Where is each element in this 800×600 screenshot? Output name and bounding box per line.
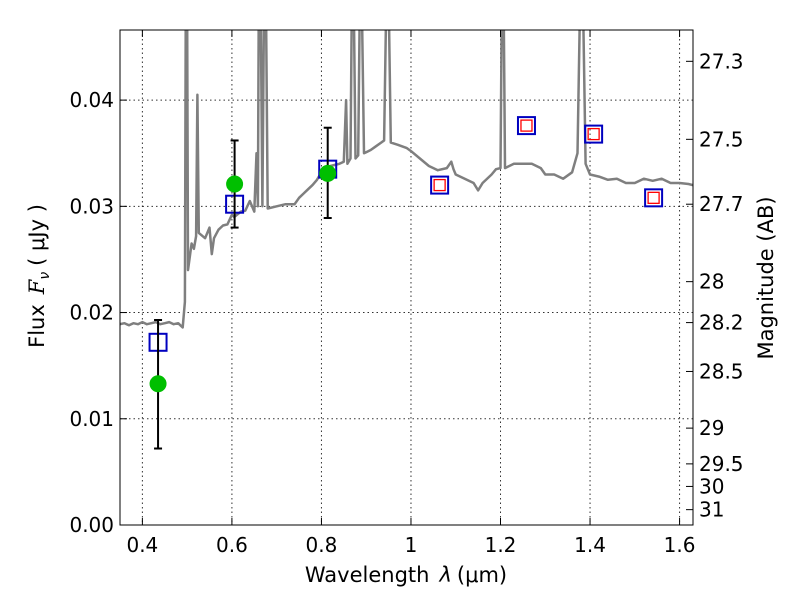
data-markers: [148, 116, 664, 450]
green-circle-marker: [226, 175, 244, 193]
x-tick-label: 1.2: [485, 533, 517, 557]
spectrum-line: [120, 30, 693, 329]
right-tick-label: 30: [699, 474, 724, 498]
plot-frame: [119, 29, 694, 526]
right-tick-label: 28: [699, 270, 724, 294]
blue-square-marker: [516, 116, 536, 136]
model-spectrum: [120, 30, 693, 329]
right-tick-label: 27.7: [699, 192, 744, 216]
grid-lines: [120, 30, 693, 526]
green-circle-marker: [319, 164, 337, 182]
y-tick-label: 0.02: [69, 301, 114, 325]
right-tick-label: 29: [699, 416, 724, 440]
right-tick-label: 29.5: [699, 452, 744, 476]
right-tick-label: 31: [699, 498, 724, 522]
x-tick-label: 0.4: [126, 533, 158, 557]
red-square-marker: [587, 127, 600, 141]
blue-square-marker: [644, 188, 664, 208]
y-tick-label: 0.00: [69, 513, 114, 537]
right-tick-label: 27.5: [699, 127, 744, 151]
red-square-marker: [647, 191, 660, 204]
right-axis-title: Magnitude (AB): [754, 196, 778, 359]
x-tick-label: 0.8: [306, 533, 338, 557]
x-axis-title: Wavelength λ (μm): [305, 563, 507, 587]
red-square-marker: [520, 119, 533, 132]
x-tick-label: 1.6: [664, 533, 696, 557]
blue-square-marker: [584, 124, 604, 144]
y-tick-label: 0.04: [69, 88, 114, 112]
x-tick-label: 0.6: [216, 533, 248, 557]
right-tick-label: 28.2: [699, 311, 744, 335]
right-tick-label: 28.5: [699, 359, 744, 383]
y-tick-label: 0.01: [69, 407, 114, 431]
green-circle-marker: [149, 375, 167, 393]
axis-ticks: 0.4 0.6 0.8 1 1.2 1.4 1.6 0.00 0.01 0.02 0.03 0.04 2…: [69, 30, 744, 557]
y-axis-title: FluxFν( μJy ): [25, 204, 53, 348]
y-tick-label: 0.03: [69, 194, 114, 218]
x-tick-label: 1.4: [574, 533, 606, 557]
x-tick-label: 1: [405, 533, 418, 557]
red-square-marker: [433, 178, 446, 192]
blue-square-marker: [430, 175, 450, 195]
right-tick-label: 27.3: [699, 49, 744, 73]
